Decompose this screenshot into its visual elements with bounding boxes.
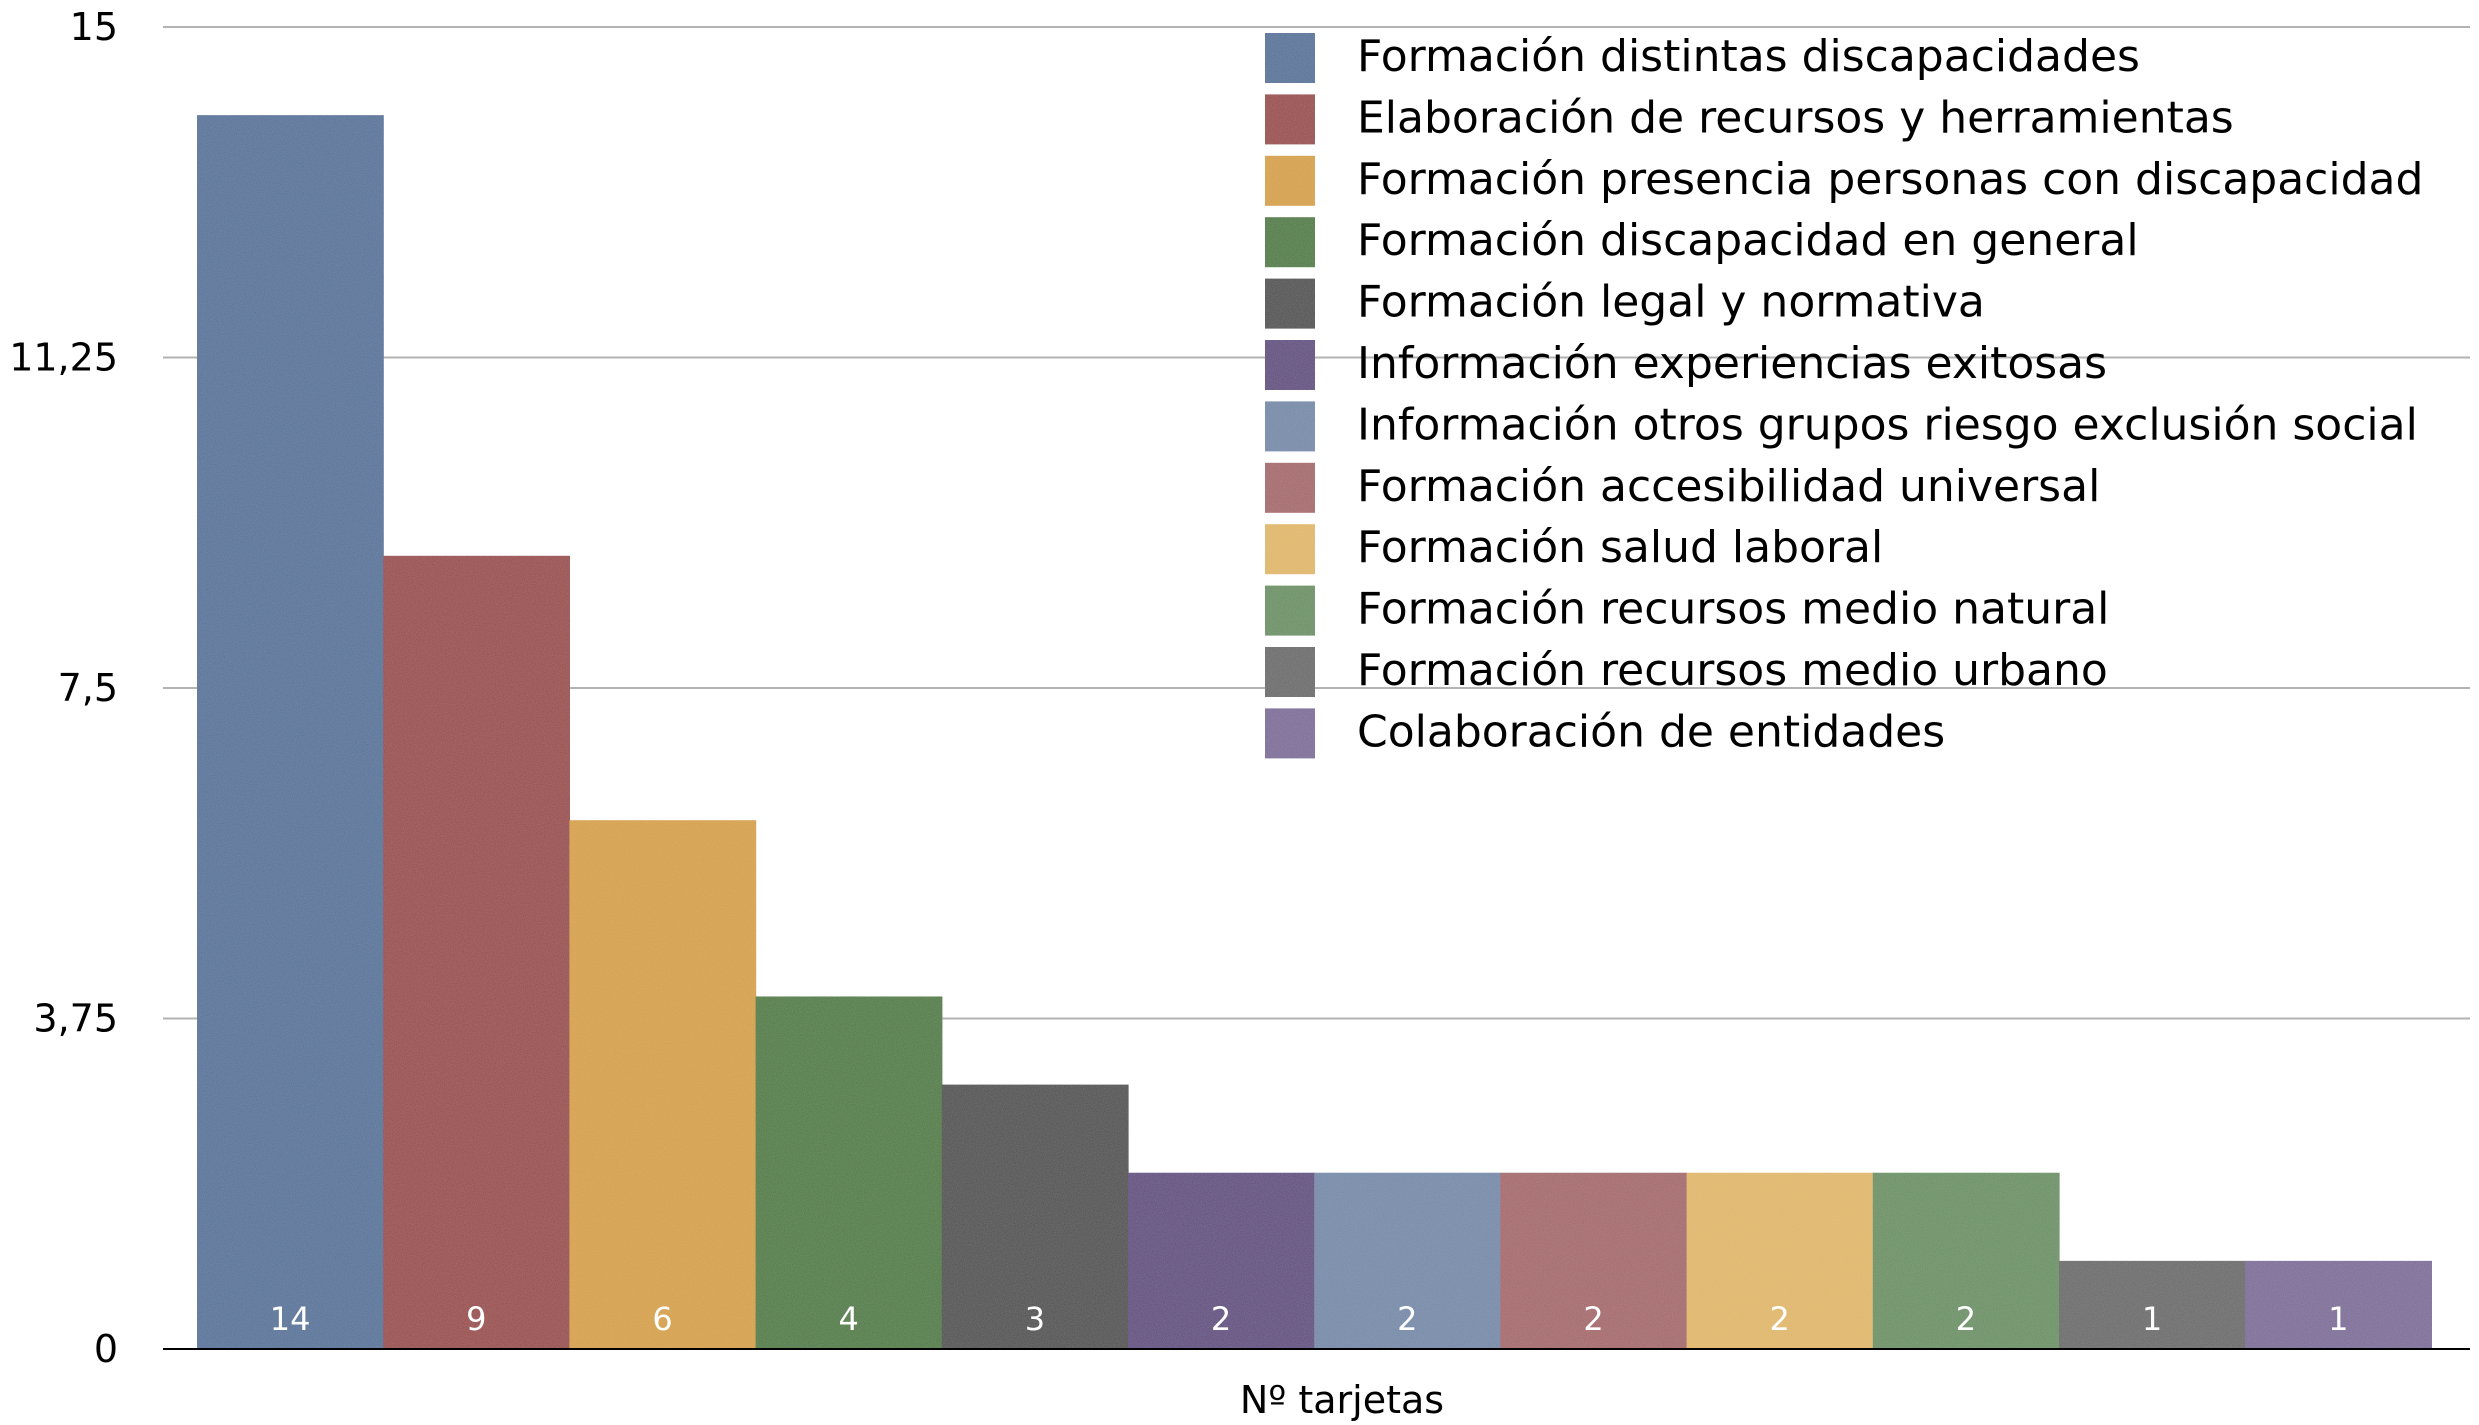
legend-label: Información otros grupos riesgo exclusió… bbox=[1357, 399, 2418, 450]
y-tick-label: 15 bbox=[70, 5, 118, 49]
bar-value-label: 4 bbox=[839, 1300, 859, 1338]
bar-value-label: 1 bbox=[2142, 1300, 2162, 1338]
legend-label: Elaboración de recursos y herramientas bbox=[1357, 92, 2234, 143]
legend-label: Formación accesibilidad universal bbox=[1357, 461, 2100, 512]
legend-swatch bbox=[1265, 217, 1315, 267]
legend-label: Colaboración de entidades bbox=[1357, 706, 1945, 757]
bar-value-label: 9 bbox=[466, 1300, 486, 1338]
legend-label: Formación legal y normativa bbox=[1357, 277, 1985, 328]
bar-value-label: 2 bbox=[1583, 1300, 1603, 1338]
legend-swatch bbox=[1265, 647, 1315, 697]
legend-swatch bbox=[1265, 94, 1315, 144]
y-tick-label: 7,5 bbox=[58, 666, 118, 710]
legend-swatch bbox=[1265, 401, 1315, 451]
bar-value-label: 2 bbox=[1211, 1300, 1231, 1338]
legend-label: Formación discapacidad en general bbox=[1357, 215, 2139, 266]
legend-swatch bbox=[1265, 156, 1315, 206]
y-tick-label: 11,25 bbox=[9, 336, 118, 380]
legend-swatch bbox=[1265, 340, 1315, 390]
bar-value-label: 2 bbox=[1397, 1300, 1417, 1338]
bar-value-label: 2 bbox=[1956, 1300, 1976, 1338]
x-axis-label: Nº tarjetas bbox=[1240, 1378, 1444, 1422]
y-tick-label: 0 bbox=[94, 1327, 118, 1371]
legend-label: Formación recursos medio urbano bbox=[1357, 645, 2108, 696]
legend-swatch bbox=[1265, 33, 1315, 83]
bar-value-label: 6 bbox=[652, 1300, 672, 1338]
legend-label: Información experiencias exitosas bbox=[1357, 338, 2107, 389]
legend-swatch bbox=[1265, 279, 1315, 329]
legend-label: Formación recursos medio natural bbox=[1357, 584, 2109, 635]
bar bbox=[383, 556, 570, 1349]
legend-swatch bbox=[1265, 586, 1315, 636]
bar bbox=[569, 820, 756, 1349]
bar-value-label: 2 bbox=[1770, 1300, 1790, 1338]
legend-swatch bbox=[1265, 708, 1315, 758]
legend-label: Formación presencia personas con discapa… bbox=[1357, 154, 2423, 205]
bar-value-label: 14 bbox=[270, 1300, 311, 1338]
legend-swatch bbox=[1265, 463, 1315, 513]
bar-value-label: 1 bbox=[2328, 1300, 2348, 1338]
bar-value-label: 3 bbox=[1025, 1300, 1045, 1338]
legend: Formación distintas discapacidades Elabor… bbox=[1265, 31, 2423, 758]
legend-label: Formación distintas discapacidades bbox=[1357, 31, 2140, 82]
legend-swatch bbox=[1265, 524, 1315, 574]
y-tick-label: 3,75 bbox=[33, 997, 118, 1041]
y-axis-tick-labels: 0 3,75 7,5 11,25 15 bbox=[9, 5, 118, 1371]
legend-label: Formación salud laboral bbox=[1357, 522, 1883, 573]
bar bbox=[197, 115, 384, 1349]
bar bbox=[756, 996, 943, 1349]
